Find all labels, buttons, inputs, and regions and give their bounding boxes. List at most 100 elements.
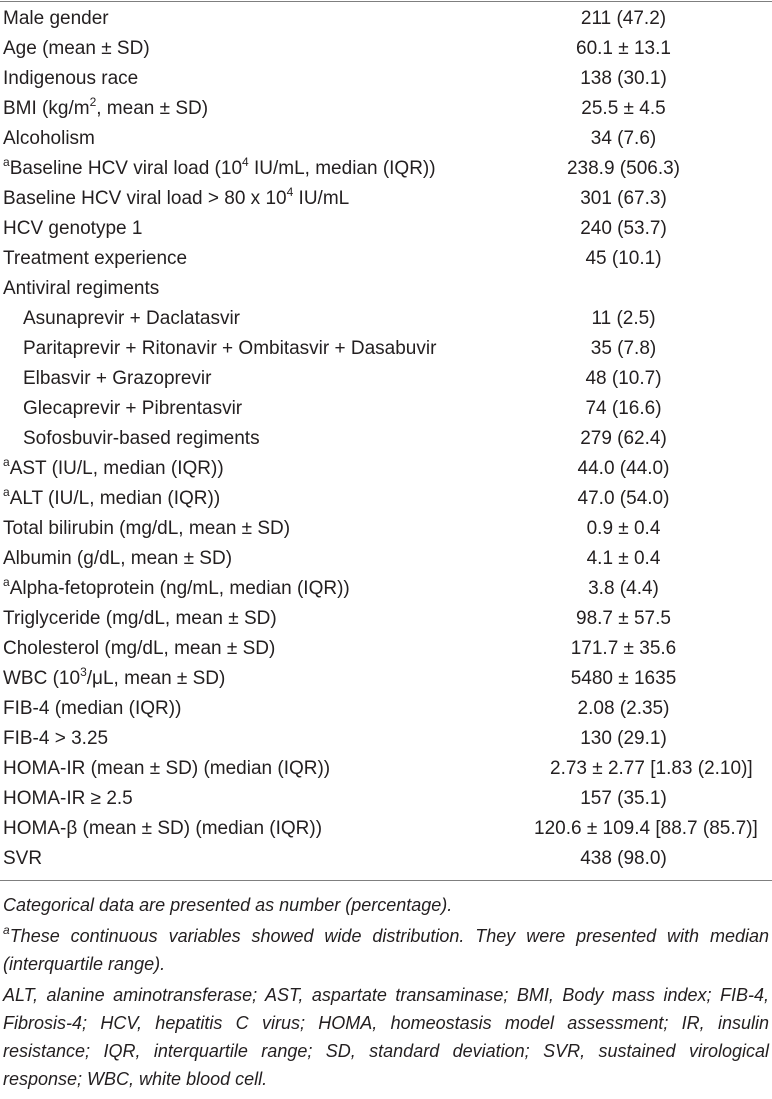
row-value: 2.08 (2.35) (577, 698, 670, 719)
row-label: Sofosbuvir-based regiments (0, 424, 480, 454)
table-row: Total bilirubin (mg/dL, mean ± SD) 0.9 ± … (0, 514, 772, 544)
footnotes: Categorical data are presented as number… (0, 881, 772, 1093)
table-row: Alcoholism 34 (7.6) (0, 124, 772, 154)
footnote-marker: a (3, 454, 10, 469)
row-label-text: AST (IU/L, median (IQR)) (9, 458, 224, 479)
row-value: 238.9 (506.3) (566, 158, 681, 179)
row-label: Male gender (0, 4, 480, 34)
row-label-text: Total bilirubin (mg/dL, mean ± SD) (3, 518, 291, 539)
footnote-abbreviations: ALT, alanine aminotransferase; AST, aspa… (3, 985, 769, 1089)
superscript: 4 (242, 154, 249, 169)
table-row: Baseline HCV viral load > 80 x 104 IU/mL… (0, 184, 772, 214)
row-value: 279 (62.4) (580, 428, 667, 449)
row-label: Treatment experience (0, 244, 480, 274)
row-value: 240 (53.7) (580, 218, 667, 239)
row-value: 98.7 ± 57.5 (576, 608, 671, 629)
row-label-text: Alpha-fetoprotein (ng/mL, median (IQR)) (9, 578, 350, 599)
table-row: Cholesterol (mg/dL, mean ± SD) 171.7 ± 35… (0, 634, 772, 664)
table-row: FIB-4 (median (IQR)) 2.08 (2.35) (0, 694, 772, 724)
table-row: HOMA-IR (mean ± SD) (median (IQR)) 2.73 ±… (0, 754, 772, 784)
table-row: HOMA-β (mean ± SD) (median (IQR)) 120.6 ±… (0, 814, 772, 844)
row-label-text: Baseline HCV viral load > 80 x 10 (3, 188, 287, 209)
row-value: 44.0 (44.0) (577, 458, 670, 479)
row-label-text: HOMA-IR (mean ± SD) (median (IQR)) (3, 758, 331, 779)
row-label-text: Albumin (g/dL, mean ± SD) (3, 548, 233, 569)
row-label-text: Alcoholism (3, 128, 95, 149)
table-row: aALT (IU/L, median (IQR)) 47.0 (54.0) (0, 484, 772, 514)
row-value: 211 (47.2) (580, 8, 667, 29)
table-row: Albumin (g/dL, mean ± SD) 4.1 ± 0.4 (0, 544, 772, 574)
table-row: Indigenous race 138 (30.1) (0, 64, 772, 94)
table-row: SVR 438 (98.0) (0, 844, 772, 874)
row-value: 301 (67.3) (580, 188, 667, 209)
row-label-text: Baseline HCV viral load (10 (9, 158, 243, 179)
table-row: aAlpha-fetoprotein (ng/mL, median (IQR))… (0, 574, 772, 604)
row-value: 3.8 (4.4) (588, 578, 659, 599)
row-value: 5480 ± 1635 (570, 668, 677, 689)
bottom-rule (0, 880, 772, 881)
row-label-text: Antiviral regiments (3, 278, 160, 299)
table-row: BMI (kg/m2, mean ± SD) 25.5 ± 4.5 (0, 94, 772, 124)
row-label: FIB-4 > 3.25 (0, 724, 480, 754)
row-label-text: Age (mean ± SD) (3, 38, 150, 59)
table-row: Antiviral regiments (0, 274, 772, 304)
row-label-text: Male gender (3, 8, 109, 29)
superscript: 3 (80, 664, 87, 679)
top-rule (0, 1, 772, 2)
table-row: HCV genotype 1 240 (53.7) (0, 214, 772, 244)
row-label: Asunaprevir + Daclatasvir (0, 304, 480, 334)
row-label: Cholesterol (mg/dL, mean ± SD) (0, 634, 480, 664)
footnote-marker: a (3, 574, 10, 589)
row-label-text: HOMA-β (mean ± SD) (median (IQR)) (3, 818, 323, 839)
row-label: WBC (103/μL, mean ± SD) (0, 664, 480, 694)
table-row: Sofosbuvir-based regiments 279 (62.4) (0, 424, 772, 454)
table-row: Elbasvir + Grazoprevir 48 (10.7) (0, 364, 772, 394)
row-label-text: Elbasvir + Grazoprevir (23, 368, 212, 389)
row-label: Alcoholism (0, 124, 480, 154)
row-value: 48 (10.7) (585, 368, 662, 389)
row-label: HOMA-IR (mean ± SD) (median (IQR)) (0, 754, 480, 784)
footnote-marker: a (3, 484, 10, 499)
row-value: 35 (7.8) (590, 338, 657, 359)
row-label-text: SVR (3, 848, 43, 869)
row-value: 0.9 ± 0.4 (586, 518, 661, 539)
row-label-text: ALT (IU/L, median (IQR)) (9, 488, 221, 509)
row-value: 438 (98.0) (580, 848, 667, 869)
table-row: aBaseline HCV viral load (104 IU/mL, med… (0, 154, 772, 184)
row-label-text: /μL, mean ± SD) (86, 668, 226, 689)
row-label: Triglyceride (mg/dL, mean ± SD) (0, 604, 480, 634)
row-label: FIB-4 (median (IQR)) (0, 694, 480, 724)
row-label: aAST (IU/L, median (IQR)) (0, 454, 480, 484)
row-label: HOMA-β (mean ± SD) (median (IQR)) (0, 814, 480, 844)
row-value: 74 (16.6) (585, 398, 662, 419)
data-table: Male gender 211 (47.2) Age (mean ± SD) 60.1… (0, 4, 772, 874)
row-label: Antiviral regiments (0, 274, 480, 304)
table-row: Paritaprevir + Ritonavir + Ombitasvir + … (0, 334, 772, 364)
footnote-continuous: aThese continuous variables showed wide … (3, 922, 769, 978)
table-row: FIB-4 > 3.25 130 (29.1) (0, 724, 772, 754)
row-value: 45 (10.1) (585, 248, 662, 269)
row-value: 34 (7.6) (590, 128, 657, 149)
table-row: Asunaprevir + Daclatasvir 11 (2.5) (0, 304, 772, 334)
row-value: 157 (35.1) (580, 788, 667, 809)
row-label: Elbasvir + Grazoprevir (0, 364, 480, 394)
footnote-categorical: Categorical data are presented as number… (3, 895, 453, 915)
superscript: 2 (89, 94, 97, 109)
row-label: HCV genotype 1 (0, 214, 480, 244)
row-value: 2.73 ± 2.77 [1.83 (2.10)] (550, 758, 753, 779)
row-label-text: Treatment experience (3, 248, 188, 269)
row-label-text: BMI (kg/m (3, 98, 90, 119)
row-label-text: IU/mL, median (IQR)) (248, 158, 436, 179)
row-value: 171.7 ± 35.6 (570, 638, 677, 659)
row-label: aBaseline HCV viral load (104 IU/mL, med… (0, 154, 480, 184)
footnote-marker: a (3, 154, 10, 169)
row-value: 60.1 ± 13.1 (576, 38, 671, 59)
row-value (480, 274, 772, 304)
table-body: Male gender 211 (47.2) Age (mean ± SD) 60.1… (0, 4, 772, 874)
row-label: Age (mean ± SD) (0, 34, 480, 64)
footnote-marker: a (3, 923, 10, 937)
row-label-text: Indigenous race (3, 68, 139, 89)
row-label-text: Paritaprevir + Ritonavir + Ombitasvir + … (23, 338, 437, 359)
row-label-text: , mean ± SD) (96, 98, 209, 119)
